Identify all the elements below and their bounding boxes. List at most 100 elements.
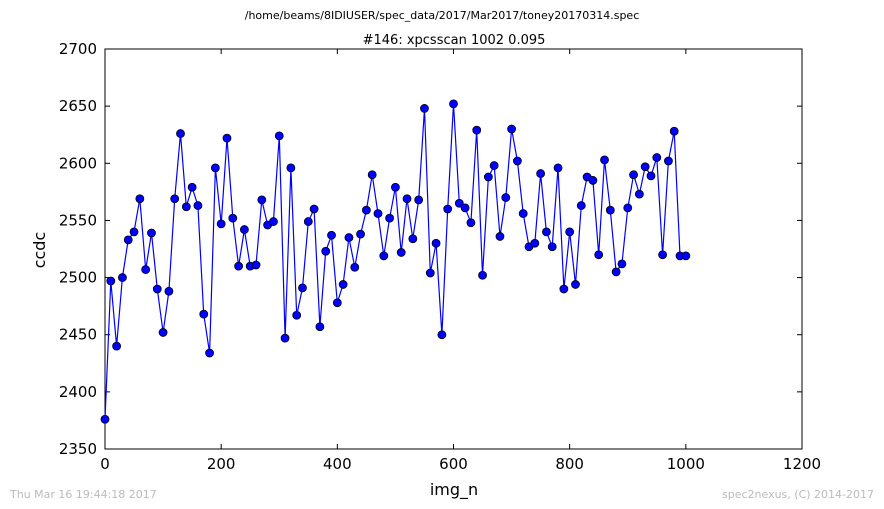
series-line (104, 103, 686, 420)
x-tick-label: 1000 (667, 455, 705, 473)
data-point (646, 171, 656, 181)
timestamp-footer: Thu Mar 16 19:44:18 2017 (10, 488, 157, 501)
x-tick-label: 0 (100, 455, 110, 473)
data-point (239, 225, 249, 234)
data-point (489, 161, 499, 170)
data-point (478, 270, 487, 280)
figure-suptitle: /home/beams/8IDIUSER/spec_data/2017/Mar2… (244, 9, 640, 22)
data-point (193, 201, 203, 210)
y-tick-label: 2500 (59, 269, 97, 287)
data-point (652, 153, 662, 162)
credit-footer: spec2nexus, (C) 2014-2017 (722, 488, 874, 501)
data-point (391, 182, 400, 192)
data-point (205, 348, 214, 358)
data-point (617, 259, 627, 269)
data-point (507, 124, 516, 134)
x-tick-label: 1200 (783, 455, 821, 473)
data-point (408, 234, 418, 244)
data-point (367, 170, 377, 180)
data-point (199, 309, 209, 319)
data-point (118, 273, 127, 282)
data-point (385, 213, 395, 223)
data-point (594, 250, 604, 260)
data-point (425, 268, 435, 278)
data-point (112, 341, 122, 351)
x-tick-label: 200 (207, 455, 236, 473)
data-point (251, 260, 261, 270)
data-point (501, 193, 511, 202)
data-point (222, 133, 232, 143)
data-point (571, 280, 580, 289)
data-point (588, 176, 598, 185)
data-point (623, 203, 633, 213)
y-tick-label: 2400 (59, 383, 97, 401)
x-tick-label: 800 (555, 455, 584, 473)
data-point (257, 195, 267, 205)
data-point (181, 202, 191, 212)
x-axis-label: img_n (430, 480, 478, 500)
data-point (315, 322, 325, 332)
data-point (176, 129, 185, 138)
x-tick-label: 400 (323, 455, 352, 473)
data-point (338, 280, 348, 289)
data-point (396, 248, 406, 257)
data-point (321, 246, 331, 256)
data-point (565, 227, 575, 237)
data-point (600, 155, 609, 165)
data-point (286, 163, 296, 173)
y-tick-label: 2700 (59, 40, 97, 58)
data-point (466, 218, 476, 228)
y-tick-label: 2350 (59, 440, 97, 458)
y-tick-label: 2650 (59, 97, 97, 115)
data-point (512, 156, 522, 166)
data-point (187, 182, 197, 192)
plot-area: 0 200 400 600 800 1000 1200 2350 2400 2450 2500 255… (59, 40, 821, 473)
data-point (530, 238, 540, 248)
data-point (234, 261, 243, 271)
data-point (379, 251, 389, 261)
data-point (547, 242, 557, 252)
data-point (135, 194, 145, 204)
data-point (443, 204, 453, 214)
data-point (356, 229, 365, 239)
data-point (309, 204, 319, 214)
data-point (373, 209, 383, 218)
chart-title: #146: xpcsscan 1002 0.095 (363, 33, 546, 48)
data-point (611, 267, 621, 277)
data-point (420, 104, 429, 113)
data-point (576, 201, 586, 210)
data-point (298, 283, 307, 293)
data-point (327, 230, 336, 240)
data-point (460, 203, 470, 213)
data-point (669, 126, 679, 136)
data-point (158, 328, 168, 337)
y-tick-label: 2450 (59, 326, 97, 344)
data-point (269, 217, 278, 226)
data-point (518, 209, 528, 218)
data-point (605, 205, 615, 215)
data-point (559, 284, 569, 294)
data-point (629, 170, 638, 180)
y-tick-label: 2600 (59, 154, 97, 172)
data-point (495, 232, 505, 241)
data-point (350, 262, 360, 272)
data-point (332, 298, 342, 308)
data-point (164, 286, 174, 296)
data-point (431, 238, 441, 248)
data-point (437, 330, 447, 340)
data-point (483, 172, 493, 182)
y-axis-label: ccdc (30, 232, 49, 269)
data-point (152, 284, 162, 294)
y-tick-label: 2550 (59, 211, 97, 229)
data-point (106, 276, 116, 286)
data-point (472, 125, 482, 135)
data-point (681, 251, 691, 261)
data-point (361, 205, 371, 215)
data-point (280, 333, 290, 343)
data-point (634, 189, 644, 199)
data-point (402, 194, 412, 204)
data-point (414, 195, 424, 205)
x-tick-label: 600 (439, 455, 468, 473)
data-point (274, 131, 284, 141)
